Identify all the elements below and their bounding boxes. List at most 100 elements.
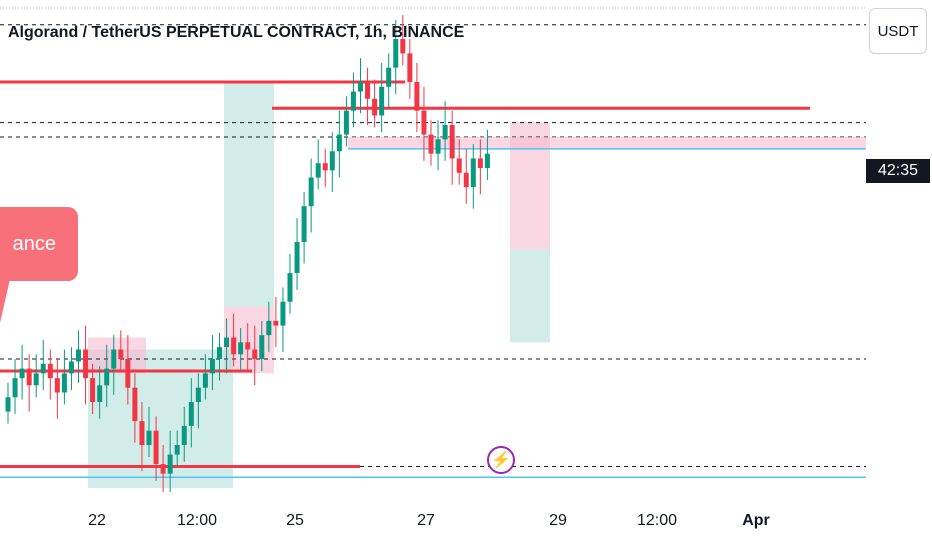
candle-body xyxy=(160,464,166,474)
candle-body xyxy=(188,402,194,426)
candlestick-chart[interactable] xyxy=(0,0,866,492)
candle-body xyxy=(139,421,145,446)
chart-plot-area[interactable] xyxy=(0,0,866,492)
time-tick: 22 xyxy=(88,512,106,529)
candle-body xyxy=(463,172,469,188)
candle-body xyxy=(365,82,371,99)
candle-body xyxy=(12,378,18,398)
candle-body xyxy=(217,347,222,360)
candle-body xyxy=(435,139,441,154)
candle-body xyxy=(153,430,159,465)
candle-body xyxy=(61,373,67,393)
candle-body xyxy=(266,320,272,336)
candle-body xyxy=(322,163,328,171)
candle-body xyxy=(111,349,117,369)
candle-body xyxy=(379,86,385,116)
price-label: 0.2603 xyxy=(873,306,923,323)
candle-body xyxy=(350,91,356,111)
position-zone xyxy=(224,82,274,307)
candle-body xyxy=(372,98,378,116)
callout-text: ance xyxy=(12,232,56,255)
candle-body xyxy=(470,158,476,188)
candle-body xyxy=(294,242,300,274)
candle-body xyxy=(245,342,251,350)
candle-body xyxy=(231,337,237,355)
candle-body xyxy=(40,363,46,374)
candle-body xyxy=(132,387,138,422)
candle-body xyxy=(167,454,173,474)
candle-body xyxy=(358,82,363,92)
candle-body xyxy=(47,363,53,379)
candle-body xyxy=(259,335,265,360)
price-label: 0.2642 xyxy=(873,270,923,287)
candle-body xyxy=(146,430,152,446)
time-tick: 12:00 xyxy=(636,512,678,529)
price-label: 0.2689 xyxy=(873,132,923,149)
candle-body xyxy=(477,158,483,168)
time-tick: 25 xyxy=(286,512,304,529)
callout-tail xyxy=(0,279,10,323)
candle-body xyxy=(393,39,399,68)
price-label: 0.2656 xyxy=(873,234,923,251)
price-label: 0.2596 xyxy=(873,342,923,359)
candle-body xyxy=(224,337,230,348)
time-tick: 29 xyxy=(549,512,567,529)
position-zone xyxy=(88,337,146,374)
candle-body xyxy=(181,425,187,446)
chart-title: Algorand / TetherUS PERPETUAL CONTRACT, … xyxy=(8,24,465,41)
currency-button[interactable]: USDT xyxy=(869,8,927,54)
candle-body xyxy=(400,39,406,54)
candle-body xyxy=(76,349,81,362)
candle-body xyxy=(315,163,321,178)
candle-body xyxy=(343,110,349,135)
candle-body xyxy=(83,349,89,379)
time-tick: 27 xyxy=(417,512,435,529)
candle-body xyxy=(90,378,96,403)
candle-body xyxy=(456,158,462,173)
candle-body xyxy=(26,368,32,386)
candle-body xyxy=(301,206,307,243)
candle-body xyxy=(273,320,279,326)
candle-body xyxy=(97,385,103,403)
price-label: 0.2551 xyxy=(873,414,923,431)
price-band xyxy=(348,136,866,149)
candle-body xyxy=(19,368,25,379)
price-label: 0.2546 xyxy=(873,479,923,492)
candle-body xyxy=(421,110,427,135)
candle-body xyxy=(209,359,215,374)
candle-body xyxy=(125,359,131,388)
candle-body xyxy=(336,134,342,152)
price-label: 0.2689 xyxy=(873,198,923,215)
candle-body xyxy=(407,53,413,83)
candle-body xyxy=(329,151,335,171)
candle-body xyxy=(238,342,244,355)
time-tick: 12:00 xyxy=(176,512,218,529)
candle-body xyxy=(308,177,314,207)
time-axis[interactable]: 22 12:00 25 27 29 12:00 Apr xyxy=(0,492,866,550)
candle-body xyxy=(5,397,11,412)
price-label: 0.2736 xyxy=(873,64,923,81)
candle-body xyxy=(414,82,420,111)
candle-body xyxy=(287,273,293,302)
candle-body xyxy=(386,67,392,87)
price-axis[interactable]: 0.2736 0.2695 0.2689 42:35 0.2689 0.2656… xyxy=(866,0,932,492)
lightning-icon[interactable]: ⚡ xyxy=(487,446,515,474)
candle-body xyxy=(442,125,448,140)
candle-body xyxy=(174,445,180,455)
candle-body xyxy=(428,134,434,154)
candle-body xyxy=(118,349,124,360)
candle-countdown: 42:35 xyxy=(866,159,930,183)
candle-body xyxy=(202,373,208,388)
candle-body xyxy=(280,301,286,326)
position-zone xyxy=(510,249,550,343)
callout-label[interactable]: ance xyxy=(0,207,78,281)
candle-body xyxy=(33,373,39,386)
candle-body xyxy=(104,368,110,386)
candle-body xyxy=(252,349,258,360)
candle-body xyxy=(449,125,455,159)
candle-body xyxy=(195,387,201,403)
candle-body xyxy=(68,361,74,374)
price-label: 0.2695 xyxy=(873,99,923,116)
candle-body xyxy=(484,153,490,168)
candle-body xyxy=(54,378,60,393)
